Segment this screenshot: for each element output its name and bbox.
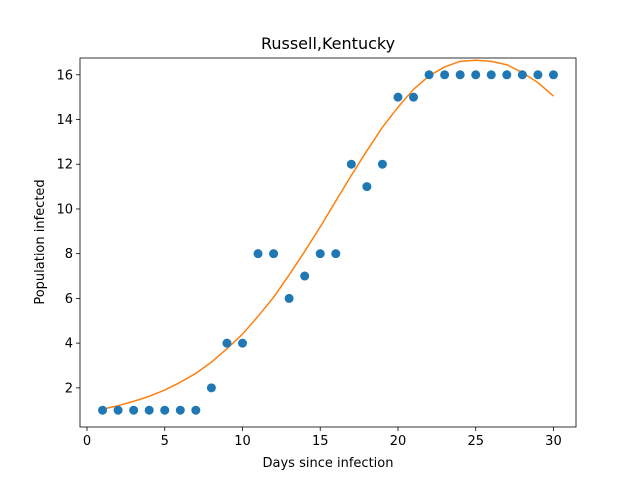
- x-tick-label: 30: [545, 434, 562, 449]
- x-tick-label: 0: [83, 434, 91, 449]
- data-point: [517, 70, 527, 80]
- chart-title: Russell,Kentucky: [261, 34, 395, 53]
- data-point: [502, 70, 512, 80]
- x-tick-label: 25: [467, 434, 484, 449]
- y-tick-label: 12: [56, 158, 73, 173]
- y-tick-label: 16: [56, 68, 73, 83]
- data-point: [346, 159, 356, 169]
- data-point: [113, 405, 123, 415]
- data-point: [175, 405, 185, 415]
- data-point: [206, 383, 216, 393]
- data-point: [284, 293, 294, 303]
- y-tick-label: 10: [56, 202, 73, 217]
- axes: 0 5 10 15 20 25 30 2 4 6 8 10 12 14 16: [56, 57, 577, 449]
- y-axis-label: Population infected: [33, 179, 48, 304]
- data-point: [533, 70, 543, 80]
- y-tick-label: 8: [65, 247, 73, 262]
- data-point: [409, 92, 419, 102]
- x-tick-label: 5: [161, 434, 169, 449]
- data-point: [144, 405, 154, 415]
- x-tick-label: 10: [234, 434, 251, 449]
- data-point: [253, 249, 263, 259]
- fit-line: [102, 59, 554, 410]
- data-point: [269, 249, 279, 259]
- y-tick-label: 14: [56, 113, 73, 128]
- data-point: [455, 70, 465, 80]
- data-point: [362, 182, 372, 192]
- data-point: [300, 271, 310, 281]
- plot-frame: [79, 57, 577, 428]
- data-point: [315, 249, 325, 259]
- data-point: [129, 405, 139, 415]
- data-point: [440, 70, 450, 80]
- data-point: [160, 405, 170, 415]
- data-point: [237, 338, 247, 348]
- data-point: [377, 159, 387, 169]
- data-point: [98, 405, 108, 415]
- data-point: [471, 70, 481, 80]
- data-point: [486, 70, 496, 80]
- data-point: [548, 70, 558, 80]
- data-point: [393, 92, 403, 102]
- x-tick-label: 20: [390, 434, 407, 449]
- y-tick-label: 2: [65, 381, 73, 396]
- y-tick-label: 4: [65, 337, 73, 352]
- x-tick-label: 15: [312, 434, 329, 449]
- data-point: [331, 249, 341, 259]
- y-tick-label: 6: [65, 292, 73, 307]
- data-point: [191, 405, 201, 415]
- x-axis-label: Days since infection: [263, 456, 394, 471]
- data-point: [424, 70, 434, 80]
- data-point: [222, 338, 232, 348]
- plot-area: [98, 59, 558, 415]
